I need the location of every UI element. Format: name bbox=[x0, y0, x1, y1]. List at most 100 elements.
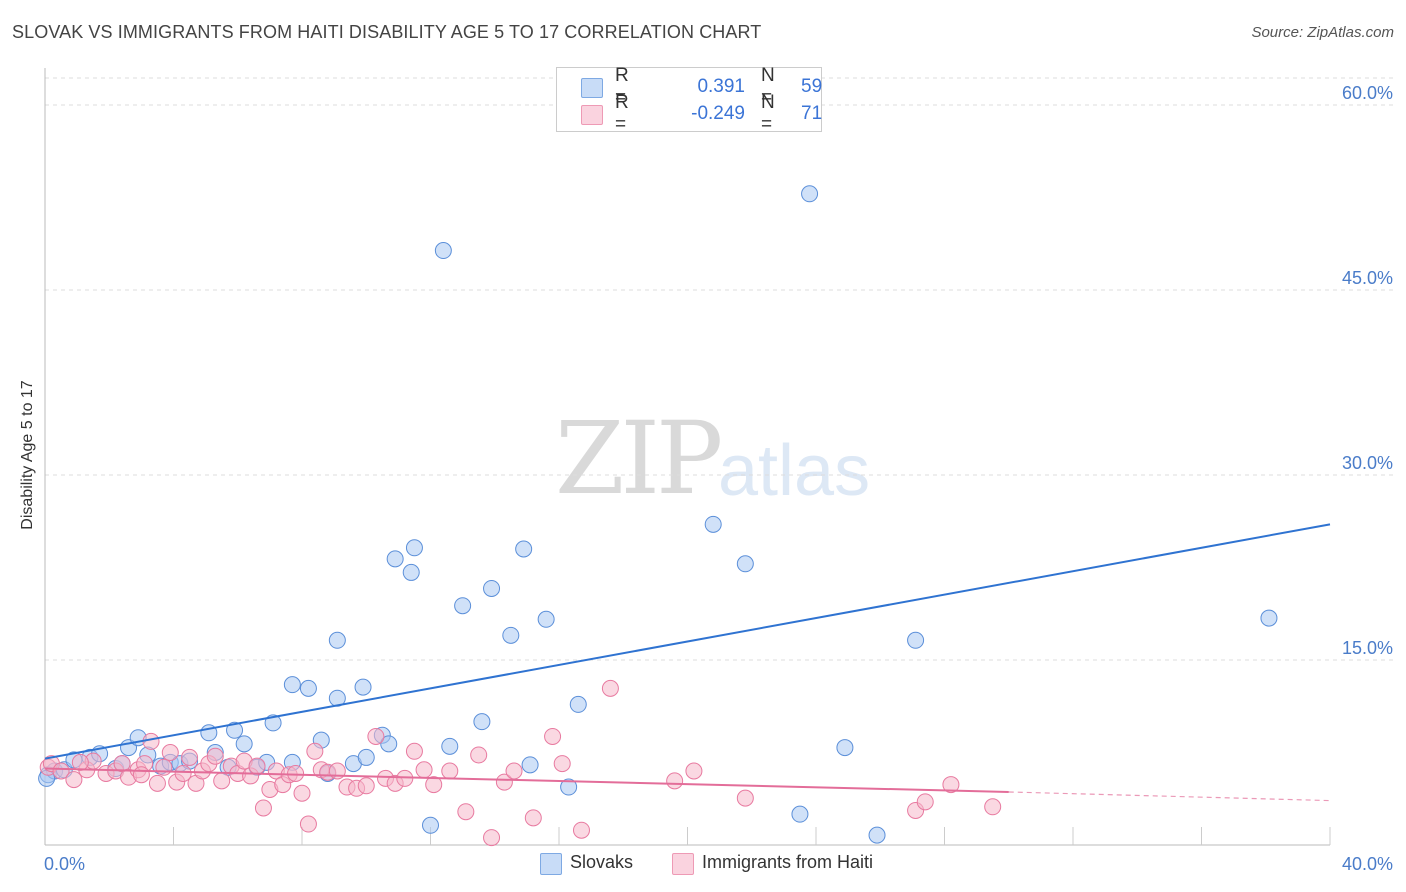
series-legend-label: Slovaks bbox=[570, 852, 634, 872]
haiti-point bbox=[405, 742, 423, 760]
legend-r-value: 0.391 bbox=[697, 76, 745, 97]
legend-swatch-haiti bbox=[581, 105, 603, 125]
y-tick-label: 60.0% bbox=[1342, 83, 1393, 103]
slovak-point bbox=[483, 579, 501, 597]
slovak-point bbox=[299, 679, 317, 697]
haiti-point bbox=[71, 753, 89, 771]
slovak-point bbox=[836, 739, 854, 757]
haiti-point bbox=[572, 821, 590, 839]
legend-n-value: 71 bbox=[801, 103, 823, 124]
haiti-point bbox=[524, 809, 542, 827]
slovak-point bbox=[434, 242, 452, 260]
slovak-point bbox=[357, 748, 375, 766]
haiti-point bbox=[113, 755, 131, 773]
haiti-point bbox=[942, 776, 960, 794]
haiti-point bbox=[553, 755, 571, 773]
haiti-trend-line bbox=[44, 767, 1009, 793]
haiti-point bbox=[155, 758, 173, 776]
haiti-point bbox=[52, 762, 70, 780]
haiti-point bbox=[601, 679, 619, 697]
slovak-point bbox=[704, 515, 722, 533]
slovak-point bbox=[328, 631, 346, 649]
slovak-point bbox=[386, 550, 404, 568]
legend-n-label: N = bbox=[761, 65, 775, 108]
haiti-point bbox=[287, 764, 305, 782]
x-tick-label: 40.0% bbox=[1342, 854, 1393, 874]
haiti-point bbox=[254, 799, 272, 817]
haiti-point bbox=[685, 762, 703, 780]
haiti-point bbox=[505, 762, 523, 780]
haiti-point bbox=[248, 757, 266, 775]
legend-n-label: N = bbox=[761, 92, 775, 135]
haiti-point bbox=[470, 746, 488, 764]
correlation-legend: R = 0.391 N = 59 R = -0.249 N = 71 bbox=[556, 65, 823, 135]
haiti-point bbox=[148, 774, 166, 792]
haiti-point bbox=[916, 793, 934, 811]
slovak-point bbox=[283, 676, 301, 694]
slovak-point bbox=[441, 737, 459, 755]
legend-swatch-haiti bbox=[672, 853, 694, 875]
legend-n-value: 59 bbox=[801, 76, 823, 97]
source-label: Source: ZipAtlas.com bbox=[1251, 24, 1394, 41]
haiti-point bbox=[65, 771, 83, 789]
haiti-point bbox=[425, 776, 443, 794]
haiti-point bbox=[132, 766, 150, 784]
slovak-point bbox=[907, 631, 925, 649]
slovak-point bbox=[515, 540, 533, 558]
slovak-point bbox=[569, 695, 587, 713]
watermark-zip: ZIP bbox=[555, 400, 723, 517]
slovak-trend-line bbox=[44, 523, 1331, 760]
y-tick-label: 30.0% bbox=[1342, 453, 1393, 473]
haiti-point bbox=[357, 777, 375, 795]
slovak-point bbox=[801, 185, 819, 203]
haiti-point bbox=[299, 815, 317, 833]
haiti-point bbox=[984, 798, 1002, 816]
haiti-point bbox=[415, 761, 433, 779]
x-tick-label: 0.0% bbox=[44, 854, 85, 874]
legend-swatch-slovaks bbox=[581, 78, 603, 98]
slovak-point bbox=[868, 826, 886, 844]
slovak-point bbox=[791, 805, 809, 823]
slovak-point bbox=[537, 610, 555, 628]
haiti-point bbox=[666, 772, 684, 790]
haiti-point bbox=[174, 764, 192, 782]
slovak-point bbox=[473, 713, 491, 731]
slovak-point bbox=[454, 597, 472, 615]
slovak-point bbox=[1260, 609, 1278, 627]
chart-title: SLOVAK VS IMMIGRANTS FROM HAITI DISABILI… bbox=[12, 22, 762, 42]
haiti-point bbox=[457, 803, 475, 821]
slovak-point bbox=[402, 563, 420, 581]
slovak-point bbox=[422, 816, 439, 834]
haiti-point bbox=[483, 829, 501, 847]
slovak-point bbox=[560, 778, 578, 796]
haiti-point bbox=[213, 772, 231, 790]
slovak-point bbox=[521, 756, 539, 774]
slovak-point bbox=[354, 678, 372, 696]
haiti-point bbox=[293, 784, 311, 802]
slovak-point bbox=[226, 721, 244, 739]
haiti-trend-line-extension bbox=[1008, 791, 1331, 802]
haiti-point bbox=[161, 744, 179, 761]
legend-r-label: R = bbox=[615, 65, 629, 108]
series-legend-label: Immigrants from Haiti bbox=[702, 852, 874, 872]
haiti-point bbox=[367, 727, 385, 745]
slovak-point bbox=[405, 539, 423, 557]
legend-swatch-slovaks bbox=[540, 853, 562, 875]
legend-r-label: R = bbox=[615, 92, 629, 135]
haiti-point bbox=[736, 789, 754, 807]
haiti-point bbox=[142, 732, 160, 750]
y-tick-label: 45.0% bbox=[1342, 268, 1393, 288]
haiti-point bbox=[544, 727, 562, 745]
haiti-point bbox=[495, 773, 513, 791]
slovak-point bbox=[380, 735, 398, 753]
haiti-point bbox=[181, 748, 199, 766]
haiti-point bbox=[306, 742, 324, 760]
haiti-point bbox=[206, 747, 224, 765]
watermark-atlas: atlas bbox=[718, 431, 871, 511]
slovak-point bbox=[736, 555, 754, 573]
slovak-point bbox=[235, 735, 253, 753]
y-tick-label: 15.0% bbox=[1342, 638, 1393, 658]
slovak-point bbox=[264, 714, 282, 732]
haiti-point bbox=[441, 762, 459, 780]
